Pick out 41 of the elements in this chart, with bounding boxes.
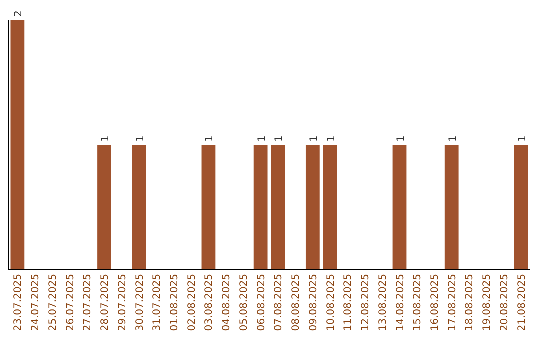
x-tick-label: 03.08.2025: [204, 274, 216, 332]
x-tick-label: 07.08.2025: [274, 274, 285, 332]
x-tick-label: 01.08.2025: [169, 274, 180, 332]
x-tick-label: 25.07.2025: [48, 274, 59, 332]
x-tick-label: 05.08.2025: [238, 274, 250, 332]
x-tick-label: 26.07.2025: [65, 274, 76, 332]
data-label: 1: [256, 136, 268, 142]
data-label: 2: [14, 10, 25, 17]
x-tick-label: 16.08.2025: [430, 274, 441, 332]
x-tick-label: 30.07.2025: [134, 274, 146, 332]
x-tick-label: 23.07.2025: [13, 274, 24, 332]
data-label: 1: [100, 136, 112, 142]
x-tick-label: 06.08.2025: [256, 274, 268, 332]
data-label: 1: [135, 136, 146, 142]
x-tick-label: 27.07.2025: [82, 274, 94, 332]
x-tick-label: 31.07.2025: [152, 274, 164, 332]
x-tick-label: 14.08.2025: [395, 274, 406, 332]
x-tick-label: 13.08.2025: [378, 274, 389, 332]
data-label: 1: [204, 136, 216, 142]
data-label: 1: [448, 136, 459, 142]
x-tick-label: 04.08.2025: [222, 274, 233, 332]
data-label: 1: [517, 136, 528, 142]
data-label: 1: [326, 136, 338, 142]
data-label: 1: [274, 136, 286, 142]
x-tick-label: 19.08.2025: [482, 274, 494, 332]
x-tick-label: 18.08.2025: [464, 274, 476, 332]
x-tick-label: 08.08.2025: [291, 274, 302, 332]
x-tick-label: 11.08.2025: [343, 274, 354, 332]
x-tick-label: 29.07.2025: [117, 274, 128, 332]
x-tick-label: 24.07.2025: [30, 274, 42, 332]
x-tick-label: 12.08.2025: [360, 274, 372, 332]
data-label: 1: [308, 136, 320, 142]
x-tick-label: 20.08.2025: [499, 274, 510, 332]
x-tick-label: 17.08.2025: [447, 274, 458, 332]
x-tick-label: 15.08.2025: [412, 274, 424, 332]
x-tick-label: 02.08.2025: [186, 274, 198, 332]
x-tick-label: 10.08.2025: [326, 274, 337, 332]
x-tick-label: 28.07.2025: [100, 274, 112, 332]
x-tick-label: 09.08.2025: [308, 274, 320, 332]
x-tick-label: 21.08.2025: [516, 274, 528, 332]
data-label: 1: [396, 136, 407, 142]
